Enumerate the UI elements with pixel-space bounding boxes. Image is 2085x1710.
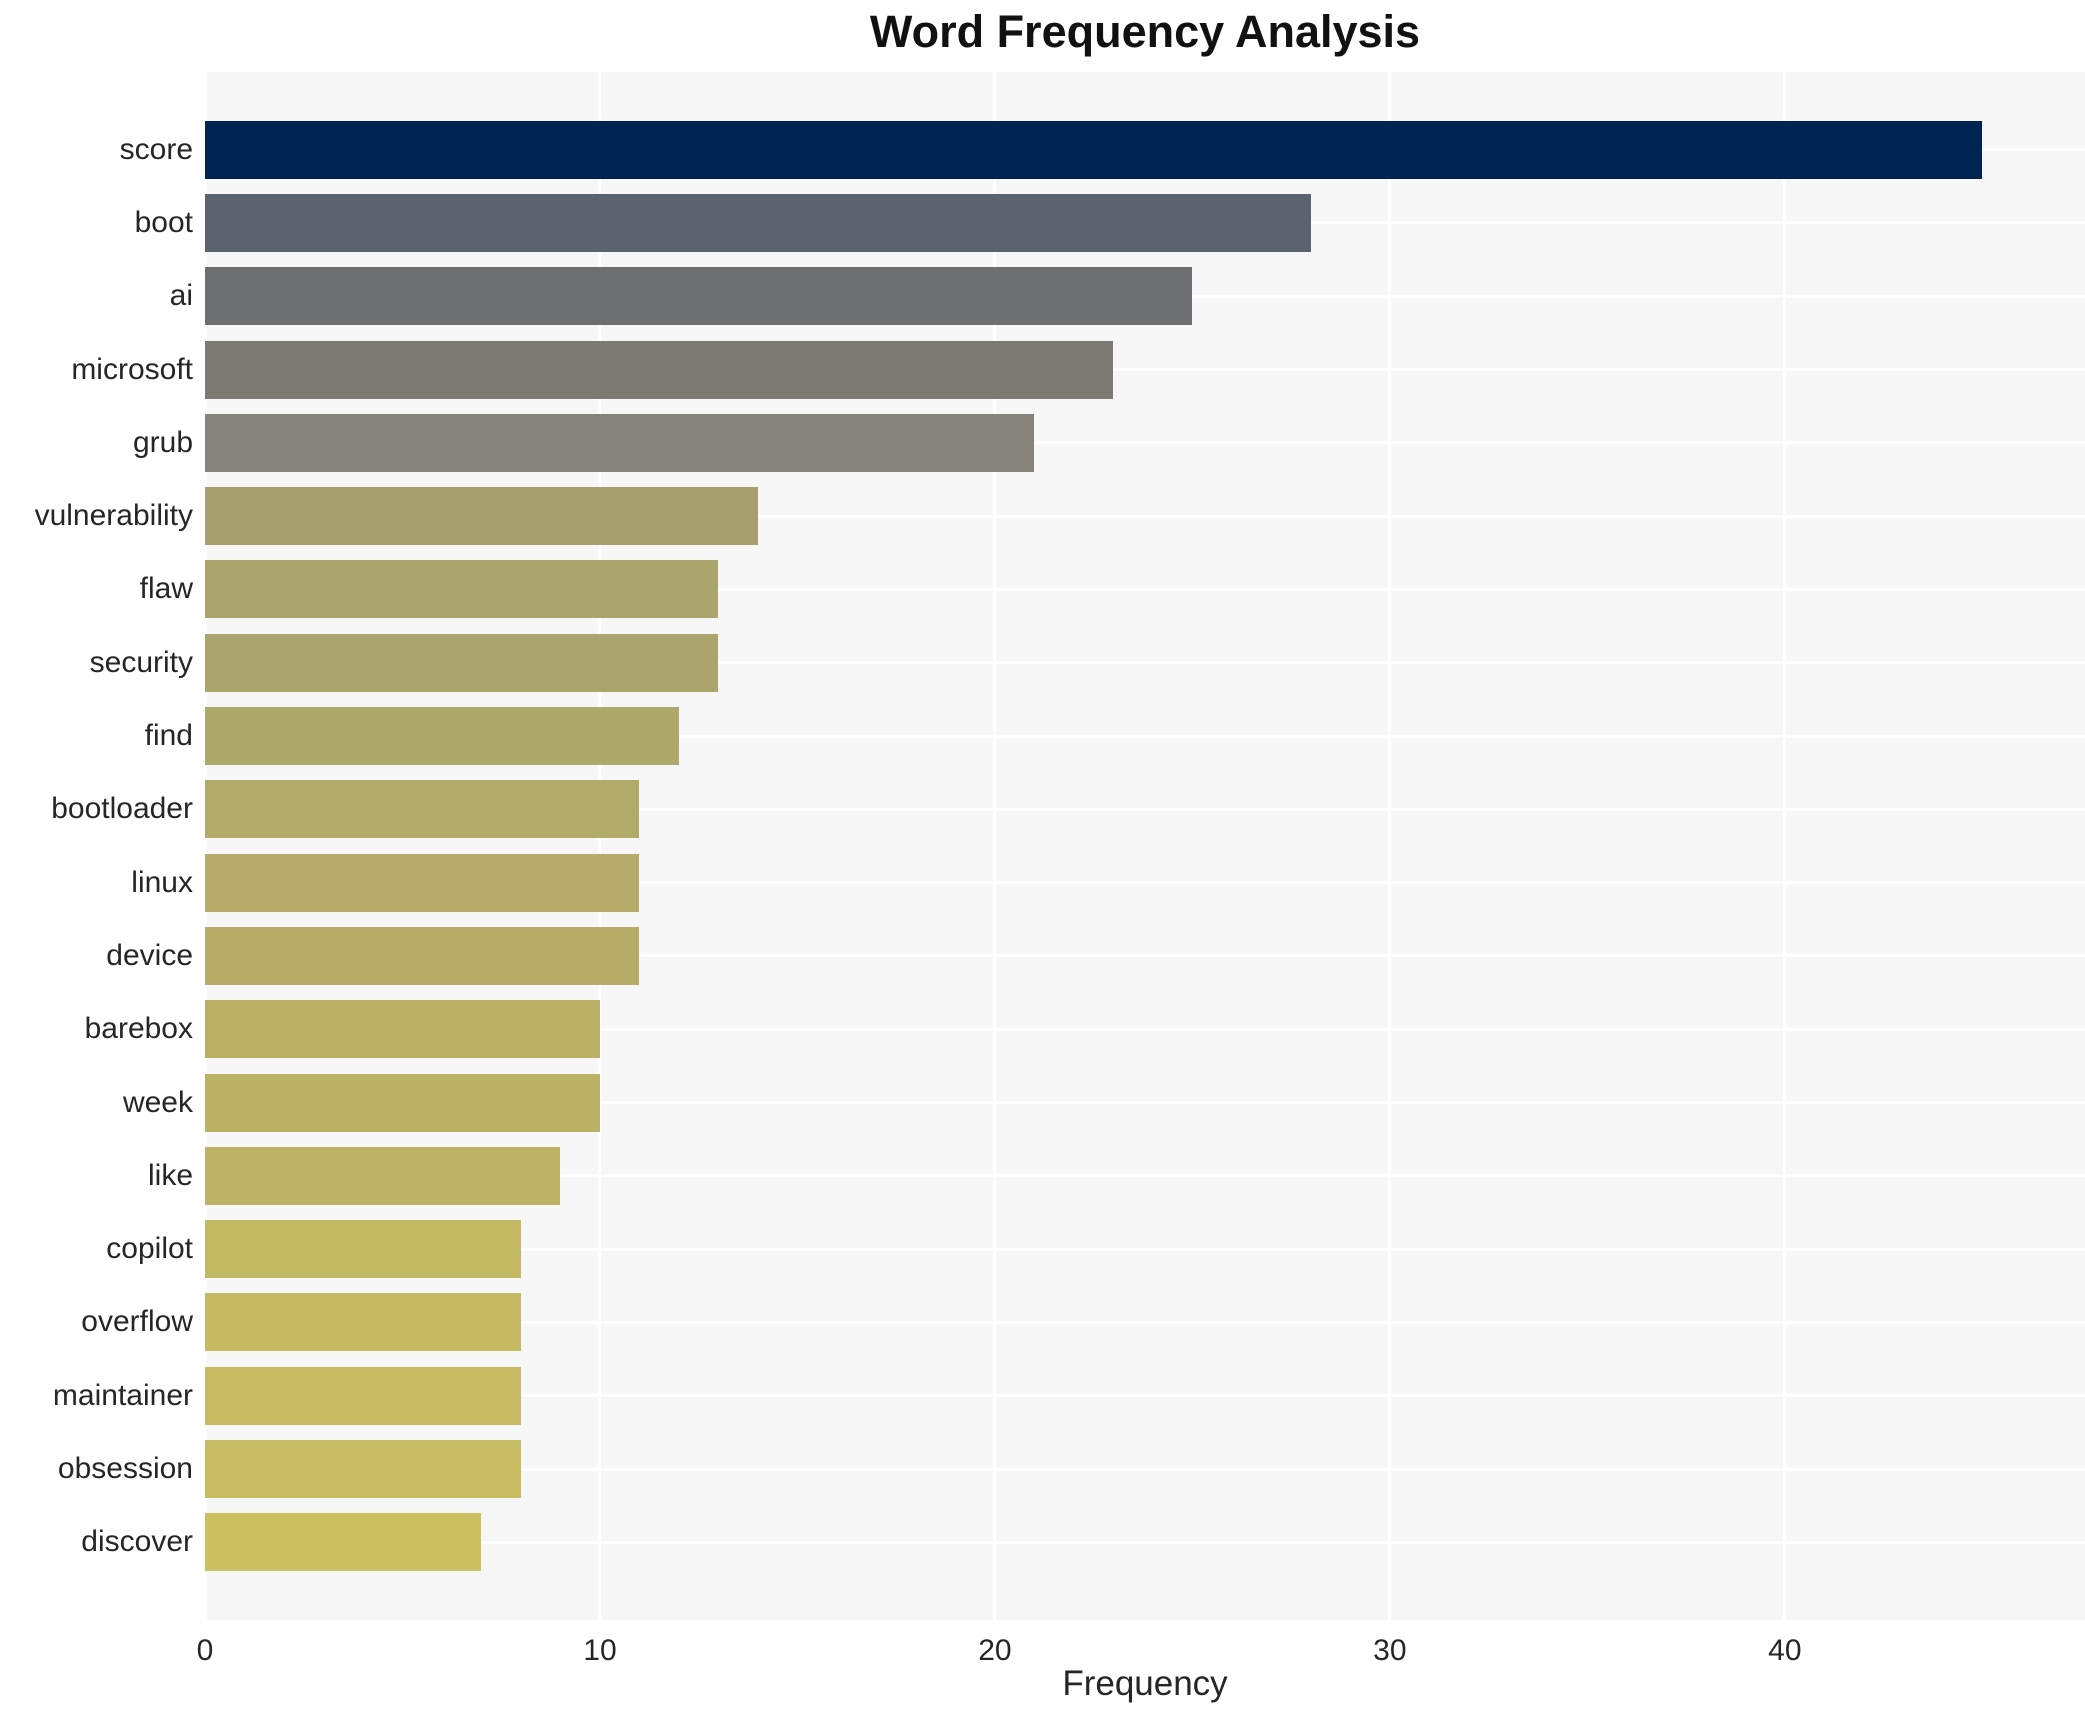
- y-gridline: [205, 1101, 2085, 1105]
- bar-barebox: [205, 1000, 600, 1059]
- bar-find: [205, 707, 679, 766]
- chart-title: Word Frequency Analysis: [869, 6, 1421, 57]
- y-gridline: [205, 881, 2085, 885]
- y-tick-label-ai: ai: [169, 279, 193, 313]
- x-gridline: [1783, 72, 1787, 1620]
- y-tick-label-discover: discover: [81, 1525, 193, 1559]
- bar-discover: [205, 1513, 482, 1572]
- y-gridline: [205, 514, 2085, 518]
- x-tick-label-10: 10: [583, 1634, 617, 1667]
- bar-score: [205, 120, 1983, 179]
- y-gridline: [205, 1247, 2085, 1251]
- y-gridline: [205, 587, 2085, 591]
- y-gridline: [205, 1174, 2085, 1178]
- bar-overflow: [205, 1293, 521, 1352]
- x-gridline: [993, 72, 997, 1620]
- y-tick-label-copilot: copilot: [106, 1232, 193, 1266]
- y-gridline: [205, 1540, 2085, 1544]
- x-axis-label: Frequency: [1062, 1664, 1228, 1703]
- y-tick-label-microsoft: microsoft: [71, 352, 193, 386]
- y-gridline: [205, 661, 2085, 665]
- y-tick-label-device: device: [106, 938, 193, 972]
- y-gridline: [205, 1394, 2085, 1398]
- y-gridline: [205, 1027, 2085, 1031]
- y-tick-label-bootloader: bootloader: [51, 792, 193, 826]
- x-tick-label-0: 0: [196, 1634, 214, 1667]
- y-tick-label-linux: linux: [131, 865, 193, 899]
- y-tick-label-maintainer: maintainer: [52, 1378, 193, 1412]
- x-gridline: [203, 72, 207, 1620]
- x-tick-label-40: 40: [1768, 1634, 1802, 1667]
- y-tick-label-like: like: [147, 1158, 193, 1192]
- bar-ai: [205, 267, 1193, 326]
- y-gridline: [205, 441, 2085, 445]
- y-tick-label-week: week: [122, 1085, 193, 1119]
- x-gridline: [1388, 72, 1392, 1620]
- y-tick-label-find: find: [144, 719, 193, 753]
- bar-maintainer: [205, 1366, 521, 1425]
- x-tick-label-20: 20: [978, 1634, 1012, 1667]
- plot-area: [203, 72, 2085, 1620]
- bar-flaw: [205, 560, 719, 619]
- bar-boot: [205, 193, 1311, 252]
- y-tick-label-vulnerability: vulnerability: [34, 499, 193, 533]
- y-tick-label-barebox: barebox: [84, 1012, 193, 1046]
- y-tick-label-flaw: flaw: [139, 572, 193, 606]
- bar-obsession: [205, 1440, 521, 1499]
- y-gridline: [205, 368, 2085, 372]
- x-gridline: [598, 72, 602, 1620]
- bar-bootloader: [205, 780, 640, 839]
- bar-like: [205, 1146, 561, 1205]
- bar-grub: [205, 413, 1035, 472]
- y-tick-label-overflow: overflow: [81, 1305, 193, 1339]
- y-tick-label-grub: grub: [132, 425, 193, 459]
- bar-microsoft: [205, 340, 1114, 399]
- y-gridline: [205, 954, 2085, 958]
- y-tick-label-security: security: [89, 645, 193, 679]
- y-gridline: [205, 734, 2085, 738]
- bar-vulnerability: [205, 487, 758, 546]
- y-tick-label-boot: boot: [134, 205, 193, 239]
- y-gridline: [205, 1320, 2085, 1324]
- x-tick-label-30: 30: [1373, 1634, 1407, 1667]
- y-tick-label-score: score: [119, 132, 193, 166]
- bar-copilot: [205, 1220, 521, 1279]
- bar-security: [205, 633, 719, 692]
- bar-device: [205, 926, 640, 985]
- y-tick-label-obsession: obsession: [57, 1452, 193, 1486]
- y-gridline: [205, 1467, 2085, 1471]
- bar-linux: [205, 853, 640, 912]
- bar-week: [205, 1073, 600, 1132]
- y-gridline: [205, 807, 2085, 811]
